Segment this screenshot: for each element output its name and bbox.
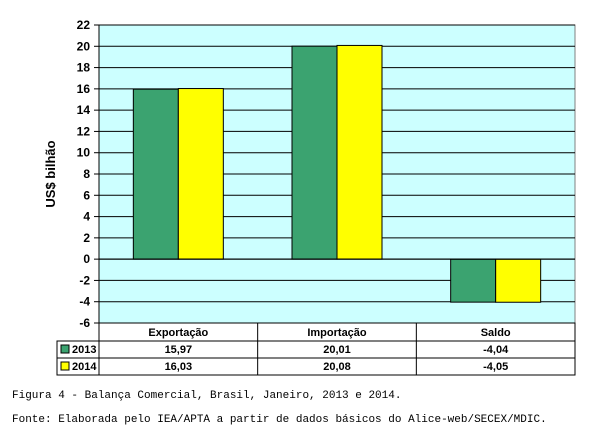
y-tick-label: 0: [83, 252, 90, 266]
y-tick-label: -2: [79, 273, 90, 287]
data-label-2013: 20,01: [323, 344, 351, 356]
y-tick-label: 16: [77, 82, 91, 96]
source-caption: Fonte: Elaborada pelo IEA/APTA a partir …: [12, 414, 547, 426]
category-label: Importação: [307, 327, 367, 339]
y-tick-label: 20: [77, 39, 91, 53]
bar-2013-Importação: [291, 45, 338, 260]
bar-2014-Exportação: [177, 88, 224, 260]
y-tick-label: -6: [79, 316, 90, 330]
legend-label-2013: 2013: [72, 344, 96, 356]
y-tick-label: 8: [83, 167, 90, 181]
y-tick-label: 18: [77, 61, 91, 75]
y-tick-label: 10: [77, 146, 91, 160]
figure-caption: Figura 4 - Balança Comercial, Brasil, Ja…: [12, 390, 402, 402]
y-tick-label: -4: [79, 295, 90, 309]
y-tick-label: 4: [83, 210, 90, 224]
y-tick-label: 6: [83, 188, 90, 202]
data-label-2014: 16,03: [165, 361, 193, 373]
category-label: Saldo: [481, 327, 511, 339]
data-label-2013: -4,04: [483, 344, 509, 356]
bar-2014-Importação: [336, 44, 383, 260]
y-tick-label: 14: [77, 103, 91, 117]
legend-swatch-2013: [60, 344, 70, 354]
bar-2013-Saldo: [450, 258, 497, 303]
data-table: Exportação Importação Saldo 2013 15,97 20,01 -…: [56, 322, 576, 376]
category-label: Exportação: [148, 327, 208, 339]
data-label-2014: -4,05: [483, 361, 508, 373]
legend-label-2014: 2014: [72, 361, 97, 373]
bar-2013-Exportação: [132, 88, 179, 260]
bar-2014-Saldo: [495, 258, 542, 303]
data-label-2013: 15,97: [165, 344, 193, 356]
y-tick-label: 2: [83, 231, 90, 245]
y-axis-label: US$ bilhão: [43, 140, 58, 207]
legend-swatch-2014: [60, 361, 70, 371]
y-tick-label: 22: [77, 18, 91, 32]
data-label-2014: 20,08: [323, 361, 351, 373]
y-tick-label: 12: [77, 124, 91, 138]
